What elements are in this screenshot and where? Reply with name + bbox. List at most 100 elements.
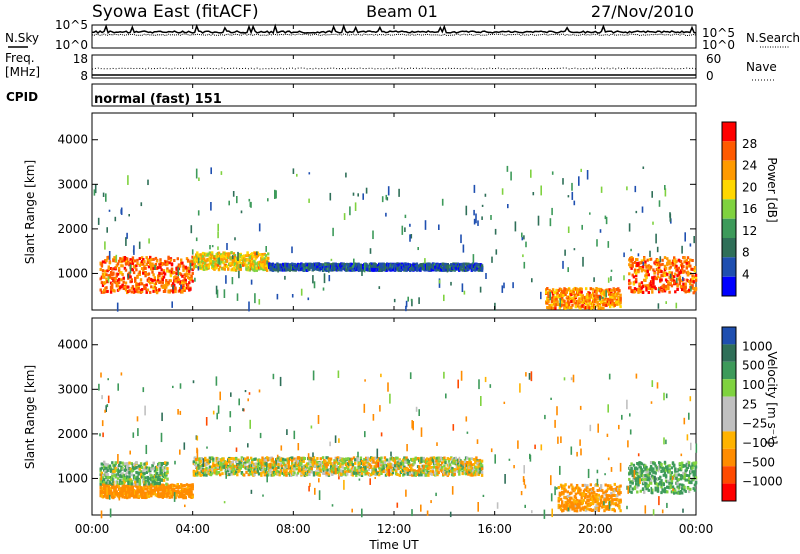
- echo-cell: [107, 476, 110, 479]
- echo-cell: [591, 297, 595, 301]
- echo-cell: [232, 191, 235, 197]
- echo-cell: [99, 277, 102, 281]
- echo-cell: [669, 281, 672, 285]
- echo-cell: [137, 286, 140, 290]
- echo-cell: [198, 177, 200, 181]
- echo-cell: [247, 265, 250, 269]
- echo-cell: [177, 267, 180, 277]
- echo-cell: [173, 283, 176, 287]
- echo-cell: [289, 474, 293, 477]
- echo-cell: [107, 265, 110, 269]
- echo-cell: [181, 281, 184, 284]
- echo-cell: [653, 271, 656, 275]
- echo-cell: [176, 483, 179, 486]
- echo-cell: [641, 265, 645, 269]
- echo-cell: [201, 255, 205, 258]
- echo-cell: [670, 271, 674, 275]
- echo-cell: [129, 262, 132, 266]
- echo-cell: [644, 263, 647, 267]
- echo-cell: [424, 220, 427, 230]
- echo-cell: [633, 290, 637, 294]
- echo-cell: [123, 484, 127, 488]
- echo-cell: [106, 473, 109, 477]
- echo-cell: [135, 268, 138, 272]
- echo-cell: [254, 466, 257, 470]
- echo-cell: [567, 195, 570, 198]
- echo-cell: [464, 266, 468, 270]
- echo-cell: [142, 262, 145, 266]
- echo-cell: [211, 251, 214, 255]
- echo-cell: [405, 267, 408, 271]
- echo-cell: [574, 301, 578, 305]
- echo-cell: [329, 263, 333, 267]
- echo-cell: [128, 490, 131, 494]
- echo-cell: [245, 470, 248, 474]
- echo-cell: [602, 298, 605, 302]
- echo-cell: [380, 463, 383, 467]
- echo-cell: [97, 217, 100, 225]
- echo-cell: [228, 200, 230, 206]
- echo-cell: [397, 466, 400, 470]
- echo-cell: [166, 470, 169, 474]
- echo-cell: [182, 283, 185, 287]
- echo-cell: [212, 264, 215, 268]
- echo-cell: [181, 288, 184, 292]
- echo-cell: [101, 462, 105, 466]
- echo-cell: [551, 306, 555, 310]
- echo-cell: [312, 473, 316, 477]
- echo-cell: [132, 478, 136, 482]
- echo-cell: [130, 482, 133, 486]
- echo-cell: [364, 467, 367, 471]
- echo-cell: [181, 261, 184, 265]
- echo-cell: [670, 273, 674, 277]
- echo-cell: [438, 224, 440, 230]
- echo-cell: [210, 167, 212, 175]
- echo-cell: [198, 471, 201, 475]
- echo-cell: [106, 478, 109, 482]
- echo-cell: [653, 285, 656, 289]
- echo-cell: [667, 287, 670, 290]
- echo-cell: [145, 283, 148, 287]
- echo-cell: [101, 269, 105, 273]
- echo-cell: [191, 483, 194, 487]
- echo-cell: [595, 290, 598, 294]
- echo-cell: [112, 469, 115, 473]
- echo-cell: [120, 271, 123, 275]
- echo-cell: [165, 482, 168, 486]
- echo-cell: [589, 295, 592, 299]
- echo-cell: [303, 457, 306, 460]
- echo-cell: [99, 288, 102, 292]
- echo-cell: [694, 286, 698, 290]
- echo-cell: [188, 267, 191, 271]
- echo-cell: [153, 278, 156, 282]
- echo-cell: [658, 261, 661, 265]
- echo-cell: [558, 306, 562, 310]
- echo-cell: [347, 467, 350, 471]
- echo-cell: [630, 248, 632, 252]
- echo-cell: [253, 265, 256, 273]
- echo-cell: [311, 460, 314, 464]
- echo-cell: [246, 466, 249, 470]
- echo-cell: [378, 464, 381, 468]
- echo-cell: [262, 465, 265, 469]
- echo-cell: [136, 258, 139, 262]
- echo-cell: [174, 286, 177, 290]
- echo-cell: [329, 266, 333, 270]
- echo-cell: [567, 303, 571, 307]
- echo-cell: [646, 270, 649, 273]
- echo-cell: [249, 265, 253, 269]
- echo-cell: [630, 266, 633, 270]
- echo-cell: [343, 263, 347, 266]
- echo-cell: [127, 285, 130, 289]
- echo-cell: [589, 287, 592, 291]
- echo-cell: [198, 457, 201, 461]
- echo-cell: [137, 285, 140, 289]
- echo-cell: [395, 469, 398, 473]
- echo-cell: [551, 171, 554, 175]
- echo-cell: [362, 193, 364, 200]
- echo-cell: [550, 300, 554, 303]
- echo-cell: [691, 284, 694, 288]
- echo-cell: [472, 254, 475, 264]
